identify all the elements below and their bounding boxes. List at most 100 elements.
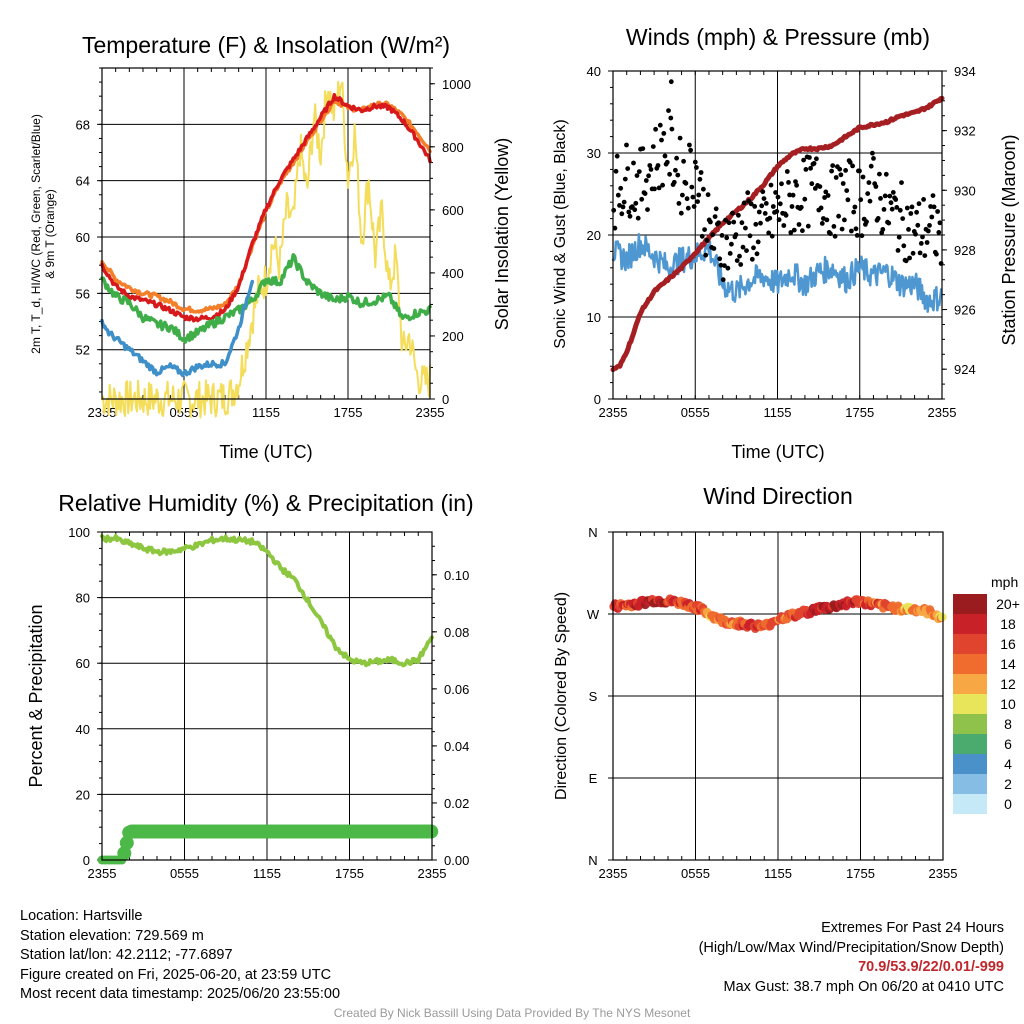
gust-point <box>935 209 940 214</box>
gust-point <box>888 200 894 206</box>
gust-point <box>655 163 661 168</box>
gust-point <box>854 233 860 238</box>
colorbar-label: 12 <box>1000 676 1016 692</box>
gust-point <box>870 150 875 156</box>
colorbar-label: 18 <box>1000 616 1016 632</box>
gust-point <box>819 221 825 226</box>
gust-point <box>710 232 716 238</box>
gust-point <box>918 241 924 246</box>
x-tick-label: 2355 <box>599 866 628 881</box>
gust-point <box>868 163 874 169</box>
temp-chart-title: Temperature (F) & Insolation (W/m²) <box>82 32 450 58</box>
gust-point <box>689 184 695 190</box>
y-tick-label: 60 <box>76 230 90 245</box>
gust-point <box>748 201 754 207</box>
y2-tick-label: 0.08 <box>444 625 469 640</box>
gust-point <box>894 205 900 210</box>
wdir-y-label: Direction (Colored By Speed) <box>553 592 570 800</box>
gust-point <box>758 220 763 226</box>
gust-max-point <box>668 79 674 85</box>
gust-point <box>809 181 815 187</box>
y-tick-label: 68 <box>76 117 90 132</box>
gust-point <box>671 179 677 185</box>
gust-point <box>611 207 617 213</box>
temp-x-label: Time (UTC) <box>219 442 312 462</box>
colorbar-label: 2 <box>1004 776 1012 792</box>
gust-point <box>726 220 732 226</box>
x-tick-label: 2355 <box>88 866 117 881</box>
gust-point <box>659 137 664 143</box>
gust-point <box>937 220 943 226</box>
gust-point <box>794 182 799 188</box>
gust-point <box>631 160 636 166</box>
gust-point <box>716 220 721 226</box>
gust-point <box>871 156 876 161</box>
gust-point <box>739 220 745 226</box>
gust-point <box>925 228 931 234</box>
gust-point <box>843 168 848 173</box>
winds-y2-label-text: Station Pressure (Maroon) <box>999 134 1019 345</box>
colorbar: mph 0 2 4 6 8 10 12 14 16 18 20+ <box>953 574 1020 814</box>
gust-point <box>931 204 937 210</box>
gust-point <box>692 159 698 165</box>
gust-point <box>849 228 854 234</box>
gust-point <box>754 251 760 257</box>
gust-point <box>936 230 942 235</box>
y-tick-label: 20 <box>587 228 601 243</box>
gust-point <box>831 224 837 229</box>
gust-point <box>811 161 817 166</box>
temp-y2-label-text: Solar Insolation (Yellow) <box>492 138 512 330</box>
gust-point <box>713 206 719 212</box>
y2-tick-label: 1000 <box>442 77 471 92</box>
temp-y-label: 2m T, T_d, HI/WC (Red, Green, Scarlet/Bl… <box>29 114 57 354</box>
y2-tick-label: 928 <box>954 243 976 258</box>
y2-tick-label: 934 <box>954 64 976 79</box>
gust-point <box>900 216 906 222</box>
winds-y-label-text: Sonic Wind & Gust (Blue, Black) <box>552 119 569 348</box>
gust-point <box>727 251 733 256</box>
y-tick-label: 100 <box>68 525 90 540</box>
gust-point <box>619 211 625 217</box>
colorbar-label: 14 <box>1000 656 1016 672</box>
gust-point <box>922 253 928 258</box>
gust-point <box>769 233 775 239</box>
wdir-chart-title: Wind Direction <box>703 483 853 509</box>
gust-point <box>877 171 882 177</box>
latlon-text: Station lat/lon: 42.2112; -77.6897 <box>20 947 233 963</box>
y2-tick-label: 0.10 <box>444 568 469 583</box>
y2-tick-label: 600 <box>442 203 464 218</box>
gust-point <box>840 181 846 186</box>
gust-point <box>807 155 812 160</box>
y-tick-label: 10 <box>587 310 601 325</box>
gust-point <box>759 203 765 209</box>
gust-point <box>740 244 746 250</box>
recent-text: Most recent data timestamp: 2025/06/20 2… <box>20 986 341 1002</box>
colorbar-label: 4 <box>1004 756 1012 772</box>
x-tick-label: 2355 <box>928 405 957 420</box>
gust-point <box>632 207 638 213</box>
gust-point <box>745 190 751 196</box>
gust-point <box>838 172 844 178</box>
gust-point <box>684 196 690 202</box>
gust-point <box>612 225 618 231</box>
gust-point <box>784 169 790 174</box>
gust-point <box>752 204 758 209</box>
x-tick-label: 1755 <box>335 866 364 881</box>
y-tick-label: 52 <box>76 343 90 358</box>
gust-point <box>639 196 645 202</box>
gust-point <box>929 214 935 220</box>
colorbar-swatch <box>953 634 987 654</box>
gust-point <box>681 158 686 164</box>
y2-tick-label: 0.02 <box>444 796 469 811</box>
x-tick-label: 1755 <box>845 405 874 420</box>
gust-point <box>736 212 741 218</box>
heat-index-line <box>100 279 255 378</box>
gust-point <box>830 163 836 169</box>
gust-point <box>699 233 705 239</box>
gust-point <box>627 213 633 219</box>
gust-point <box>625 166 631 172</box>
temp-y2-label: Solar Insolation (Yellow) <box>492 138 512 330</box>
gust-point <box>907 255 912 261</box>
gust-point <box>648 167 654 172</box>
